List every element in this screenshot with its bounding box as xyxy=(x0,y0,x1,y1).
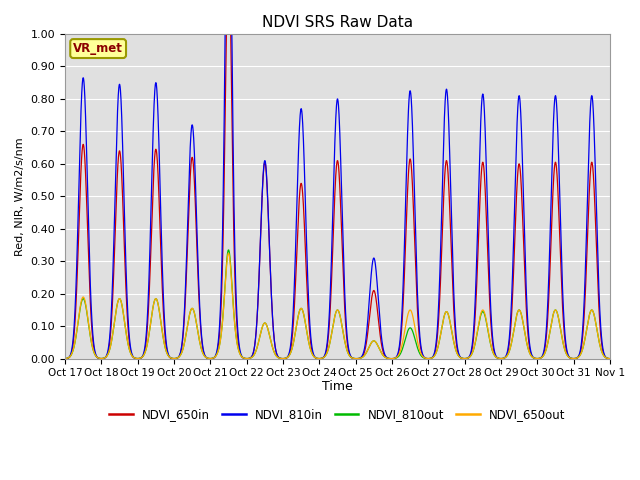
NDVI_810out xyxy=(156,310,163,315)
NDVI_810in xyxy=(124,297,131,303)
NDVI_650in xyxy=(596,313,604,319)
NDVI_810in xyxy=(537,355,545,360)
NDVI_810out xyxy=(606,356,614,361)
Y-axis label: Red, NIR, W/m2/s/nm: Red, NIR, W/m2/s/nm xyxy=(15,137,25,256)
Line: NDVI_650out: NDVI_650out xyxy=(65,253,610,359)
X-axis label: Time: Time xyxy=(322,380,353,393)
Line: NDVI_650in: NDVI_650in xyxy=(65,34,610,359)
NDVI_650in xyxy=(124,311,131,317)
NDVI_810in xyxy=(156,162,163,168)
NDVI_650in xyxy=(537,355,545,361)
NDVI_810in xyxy=(270,336,278,342)
Line: NDVI_810out: NDVI_810out xyxy=(65,250,610,359)
NDVI_650out xyxy=(61,356,69,361)
NDVI_810out xyxy=(124,336,131,342)
NDVI_810in xyxy=(606,356,614,361)
NDVI_810in xyxy=(596,299,604,305)
NDVI_810in xyxy=(294,170,301,176)
Text: VR_met: VR_met xyxy=(73,42,123,55)
NDVI_650in xyxy=(270,336,278,342)
NDVI_650out xyxy=(606,356,614,361)
NDVI_810out xyxy=(225,247,232,253)
Line: NDVI_810in: NDVI_810in xyxy=(65,34,610,359)
NDVI_810out xyxy=(294,315,301,321)
NDVI_650out xyxy=(270,349,278,355)
NDVI_650in xyxy=(606,356,614,361)
NDVI_810out xyxy=(596,341,604,347)
NDVI_650out xyxy=(537,355,545,361)
NDVI_810in xyxy=(221,31,229,37)
NDVI_810out xyxy=(270,349,278,355)
NDVI_650out xyxy=(596,340,604,346)
NDVI_810out xyxy=(537,355,545,361)
NDVI_810out xyxy=(388,356,396,361)
NDVI_810in xyxy=(61,356,69,361)
NDVI_650in xyxy=(61,356,69,361)
NDVI_650out xyxy=(124,336,131,342)
NDVI_650out xyxy=(225,250,232,256)
NDVI_810out xyxy=(61,356,69,361)
NDVI_650out xyxy=(156,310,163,315)
Title: NDVI SRS Raw Data: NDVI SRS Raw Data xyxy=(262,15,413,30)
Legend: NDVI_650in, NDVI_810in, NDVI_810out, NDVI_650out: NDVI_650in, NDVI_810in, NDVI_810out, NDV… xyxy=(104,404,570,426)
NDVI_650in xyxy=(294,226,301,231)
NDVI_650in xyxy=(223,31,230,37)
NDVI_650in xyxy=(156,209,163,215)
NDVI_650out xyxy=(294,315,301,321)
